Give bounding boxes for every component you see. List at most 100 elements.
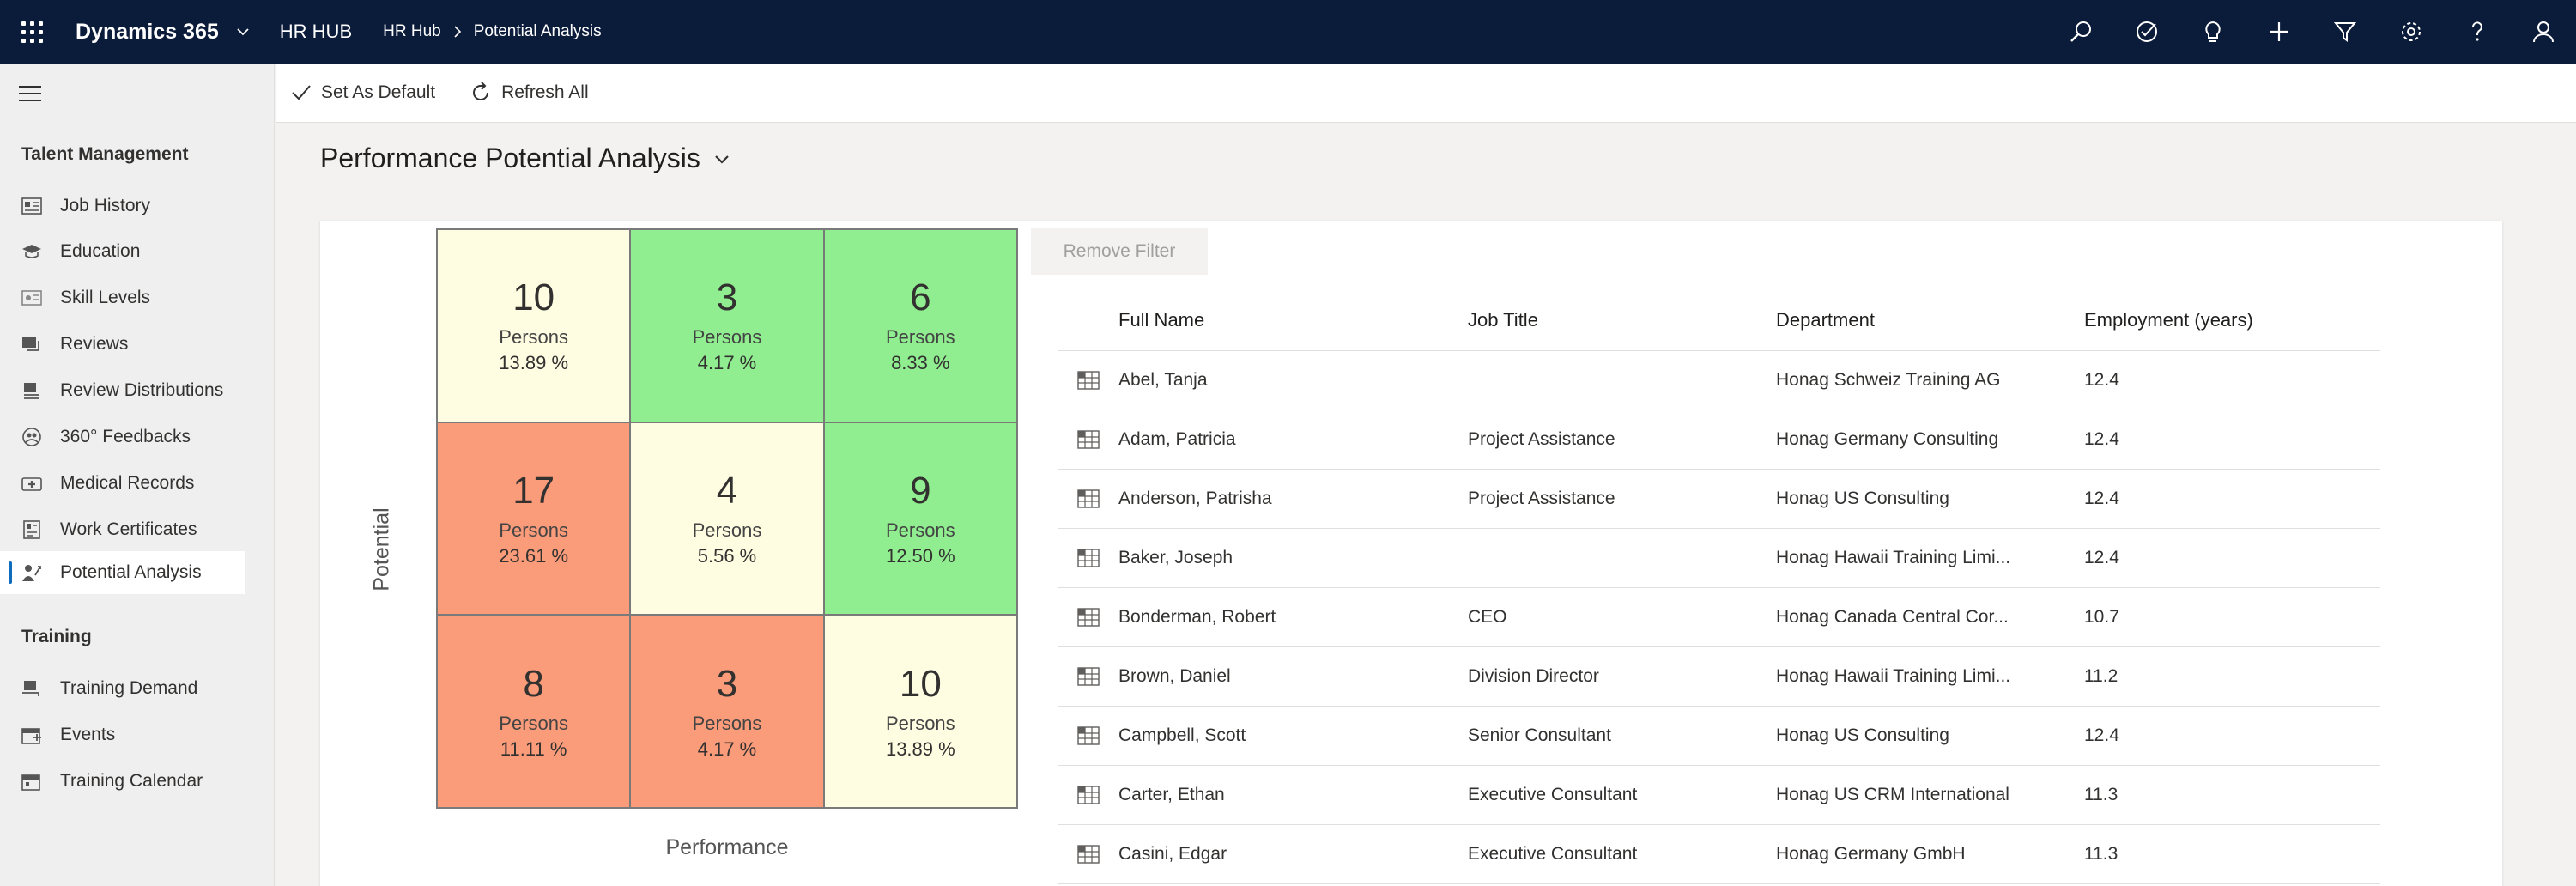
table-row[interactable]: Casini, Edgar Executive Consultant Honag G…: [1058, 825, 2380, 884]
sidebar-item-label: Job History: [60, 196, 151, 215]
cell-full-name[interactable]: Campbell, Scott: [1118, 725, 1246, 745]
table-row[interactable]: Bonderman, Robert CEO Honag Canada Central…: [1058, 588, 2380, 647]
table-row[interactable]: Anderson, Patrisha Project Assistance Hona…: [1058, 470, 2380, 529]
sidebar-item-label: Training Demand: [60, 678, 198, 698]
cell-employment-years: 11.2: [2084, 666, 2118, 686]
sidebar-item-skill-levels[interactable]: Skill Levels: [0, 276, 245, 319]
sidebar-item-label: Skill Levels: [60, 288, 151, 307]
cell-job-title: Project Assistance: [1468, 429, 1615, 449]
record-icon[interactable]: [1058, 489, 1118, 508]
sidebar-item-reviews[interactable]: Reviews: [0, 323, 245, 366]
table-row[interactable]: Campbell, Scott Senior Consultant Honag US…: [1058, 707, 2380, 766]
cell-full-name[interactable]: Bonderman, Robert: [1118, 607, 1276, 627]
help-icon[interactable]: [2444, 0, 2510, 64]
record-icon[interactable]: [1058, 371, 1118, 390]
cell-count: 4: [716, 469, 738, 512]
cell-label: Persons: [885, 712, 955, 734]
app-launcher-button[interactable]: [0, 0, 64, 64]
group-title-talent-management: Talent Management: [21, 144, 189, 164]
table-row[interactable]: Baker, Joseph Honag Hawaii Training Limi.…: [1058, 529, 2380, 588]
job-history-icon: [21, 197, 43, 215]
view-selector[interactable]: Performance Potential Analysis: [320, 143, 731, 174]
cell-full-name[interactable]: Brown, Daniel: [1118, 666, 1231, 686]
matrix-cell[interactable]: 4 Persons 5.56 %: [630, 422, 824, 616]
table-row[interactable]: Abel, Tanja Honag Schweiz Training AG 12.4: [1058, 351, 2380, 410]
task-icon[interactable]: [2113, 0, 2179, 64]
refresh-all-button[interactable]: Refresh All: [470, 82, 589, 104]
sidebar-item-training-calendar[interactable]: Training Calendar: [0, 760, 245, 803]
cell-count: 9: [910, 469, 931, 512]
settings-icon[interactable]: [2378, 0, 2444, 64]
table-row[interactable]: Carter, Ethan Executive Consultant Honag U…: [1058, 766, 2380, 825]
sidebar-item-job-history[interactable]: Job History: [0, 185, 245, 228]
cell-department: Honag Germany Consulting: [1776, 429, 1999, 449]
cell-full-name[interactable]: Abel, Tanja: [1118, 370, 1208, 390]
matrix-cell[interactable]: 10 Persons 13.89 %: [437, 229, 631, 422]
matrix-cell[interactable]: 8 Persons 11.11 %: [437, 615, 631, 808]
medical-records-icon: [21, 474, 43, 493]
hub-name[interactable]: HR HUB: [279, 21, 353, 42]
sidebar-item-medical-records[interactable]: Medical Records: [0, 462, 245, 505]
table-header-row: Full Name Job Title Department Employmen…: [1058, 289, 2380, 351]
sidebar-item-education[interactable]: Education: [0, 230, 245, 273]
cell-full-name[interactable]: Baker, Joseph: [1118, 548, 1233, 567]
cell-department: Honag Schweiz Training AG: [1776, 370, 2001, 390]
cell-full-name[interactable]: Anderson, Patrisha: [1118, 489, 1272, 508]
record-icon[interactable]: [1058, 786, 1118, 804]
sidebar-item-potential-analysis[interactable]: Potential Analysis: [0, 551, 245, 594]
table-row[interactable]: Brown, Daniel Division Director Honag Hawa…: [1058, 647, 2380, 707]
sidebar-item-review-distributions[interactable]: Review Distributions: [0, 369, 245, 412]
chevron-down-icon[interactable]: [236, 25, 250, 39]
sidebar-item-label: Potential Analysis: [60, 562, 202, 582]
cell-label: Persons: [885, 326, 955, 349]
cell-job-title: Division Director: [1468, 666, 1599, 686]
column-header-employment[interactable]: Employment (years): [2084, 308, 2253, 331]
cell-label: Persons: [692, 712, 762, 734]
record-icon[interactable]: [1058, 726, 1118, 745]
matrix-cell[interactable]: 9 Persons 12.50 %: [823, 422, 1017, 616]
search-icon[interactable]: [2047, 0, 2113, 64]
matrix-cell[interactable]: 6 Persons 8.33 %: [823, 229, 1017, 422]
matrix-cell[interactable]: 3 Persons 4.17 %: [630, 615, 824, 808]
hamburger-menu-icon[interactable]: [19, 86, 41, 106]
cell-full-name[interactable]: Carter, Ethan: [1118, 785, 1225, 804]
remove-filter-button[interactable]: Remove Filter: [1031, 228, 1208, 275]
cell-department: Honag US Consulting: [1776, 489, 1949, 508]
top-navigation-bar: Dynamics 365 HR HUB HR Hub Potential Ana…: [0, 0, 2576, 64]
record-icon[interactable]: [1058, 608, 1118, 627]
matrix-cell[interactable]: 3 Persons 4.17 %: [630, 229, 824, 422]
record-icon[interactable]: [1058, 549, 1118, 567]
record-icon[interactable]: [1058, 667, 1118, 686]
sidebar-item-360-feedbacks[interactable]: 360° Feedbacks: [0, 416, 245, 458]
cell-full-name[interactable]: Casini, Edgar: [1118, 844, 1227, 864]
cell-employment-years: 12.4: [2084, 429, 2119, 449]
table-row[interactable]: Adam, Patricia Project Assistance Honag Ge…: [1058, 410, 2380, 470]
set-as-default-button[interactable]: Set As Default: [291, 82, 435, 103]
employee-grid: Full Name Job Title Department Employmen…: [1058, 289, 2380, 884]
filter-icon[interactable]: [2312, 0, 2378, 64]
cell-label: Persons: [692, 519, 762, 541]
app-name[interactable]: Dynamics 365: [76, 19, 219, 44]
cell-full-name[interactable]: Adam, Patricia: [1118, 429, 1236, 449]
checkmark-icon: [291, 83, 312, 102]
y-axis-label: Potential: [369, 507, 394, 592]
breadcrumb-item-hr-hub[interactable]: HR Hub: [383, 22, 441, 40]
user-icon[interactable]: [2510, 0, 2576, 64]
cell-label: Persons: [499, 326, 569, 349]
matrix-cell[interactable]: 17 Persons 23.61 %: [437, 422, 631, 616]
sidebar-item-label: Reviews: [60, 334, 129, 354]
sidebar-item-events[interactable]: Events: [0, 713, 245, 756]
matrix-cell[interactable]: 10 Persons 13.89 %: [823, 615, 1017, 808]
plus-icon[interactable]: [2246, 0, 2312, 64]
record-icon[interactable]: [1058, 430, 1118, 449]
record-icon[interactable]: [1058, 845, 1118, 864]
column-header-job-title[interactable]: Job Title: [1468, 308, 1538, 331]
column-header-full-name[interactable]: Full Name: [1118, 308, 1205, 331]
sidebar-item-training-demand[interactable]: Training Demand: [0, 667, 245, 710]
refresh-icon: [470, 82, 492, 104]
skill-levels-icon: [21, 288, 43, 307]
sidebar-item-work-certificates[interactable]: Work Certificates: [0, 508, 245, 551]
cell-employment-years: 12.4: [2084, 370, 2119, 390]
lightbulb-icon[interactable]: [2179, 0, 2246, 64]
column-header-department[interactable]: Department: [1776, 308, 1875, 331]
